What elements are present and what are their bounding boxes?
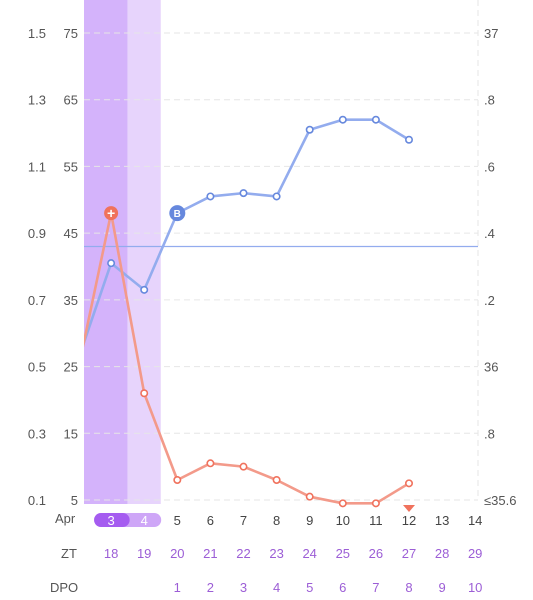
data-point[interactable] (107, 259, 116, 268)
dpo-value: 4 (273, 580, 280, 595)
right-tick: 36 (484, 360, 498, 375)
zt-value: 24 (302, 546, 316, 561)
left-outer-axis: 1.5 1.3 1.1 0.9 0.7 0.5 0.3 0.1 (28, 26, 46, 508)
baseline-marker[interactable] (169, 205, 186, 222)
left-inner-tick: 35 (64, 293, 78, 308)
data-point[interactable] (206, 192, 215, 201)
right-tick: .8 (484, 93, 495, 108)
zt-value: 22 (236, 546, 250, 561)
data-point[interactable] (272, 192, 281, 201)
dpo-value: 1 (174, 580, 181, 595)
right-tick: 37 (484, 26, 498, 41)
data-point[interactable] (404, 135, 413, 144)
data-point[interactable] (173, 475, 182, 484)
left-inner-tick: 55 (64, 159, 78, 174)
period-bands (84, 0, 161, 504)
left-outer-tick: 0.7 (28, 293, 46, 308)
data-point[interactable] (239, 462, 248, 471)
dpo-value: 9 (438, 580, 445, 595)
right-tick: .8 (484, 426, 495, 441)
left-inner-tick: 15 (64, 426, 78, 441)
dpo-row-label: DPO (50, 580, 78, 595)
data-point[interactable] (140, 389, 149, 398)
point-markers: + B (104, 115, 415, 512)
zt-value: 19 (137, 546, 151, 561)
period-band-day-4 (127, 0, 161, 504)
right-axis: 37 .8 .6 .4 .2 36 .8 ≤35.6 (484, 26, 516, 508)
grid-lines (84, 0, 479, 501)
zt-value: 20 (170, 546, 184, 561)
left-outer-tick: 0.9 (28, 226, 46, 241)
data-point[interactable] (305, 125, 314, 134)
peak-marker-label: + (107, 205, 115, 221)
zt-value: 29 (468, 546, 482, 561)
baseline-marker-label: B (174, 209, 181, 220)
left-inner-tick: 45 (64, 226, 78, 241)
peak-marker[interactable] (104, 206, 119, 221)
zt-value: 25 (336, 546, 350, 561)
day-label-13: 13 (435, 513, 449, 528)
data-point[interactable] (239, 189, 248, 198)
dpo-value: 7 (372, 580, 379, 595)
month-label: Apr (55, 511, 76, 526)
left-inner-tick: 65 (64, 93, 78, 108)
left-inner-tick: 25 (64, 360, 78, 375)
day-label-9: 9 (306, 513, 313, 528)
day-label-8: 8 (273, 513, 280, 528)
day-rows: AprZTDPO31841952016212722382349245102561… (50, 511, 482, 595)
data-point[interactable] (140, 285, 149, 294)
right-tick: ≤35.6 (484, 493, 516, 508)
dpo-value: 6 (339, 580, 346, 595)
data-point[interactable] (338, 499, 347, 508)
zt-value: 21 (203, 546, 217, 561)
day-label-12: 12 (402, 513, 416, 528)
day-label-6: 6 (207, 513, 214, 528)
left-outer-tick: 1.5 (28, 26, 46, 41)
zt-value: 26 (369, 546, 383, 561)
left-inner-tick: 5 (71, 493, 78, 508)
zt-value: 27 (402, 546, 416, 561)
day-label-3: 3 (107, 513, 114, 528)
left-outer-tick: 0.5 (28, 360, 46, 375)
right-tick: .6 (484, 159, 495, 174)
data-point[interactable] (371, 115, 380, 124)
data-point[interactable] (404, 479, 413, 488)
day-label-11: 11 (369, 513, 383, 528)
current-day-indicator (403, 505, 415, 512)
dpo-value: 8 (405, 580, 412, 595)
data-point[interactable] (338, 115, 347, 124)
zt-value: 28 (435, 546, 449, 561)
period-band-day-3 (84, 0, 128, 504)
left-outer-tick: 1.1 (28, 159, 46, 174)
left-outer-tick: 1.3 (28, 93, 46, 108)
left-outer-tick: 0.3 (28, 426, 46, 441)
zt-value: 23 (269, 546, 283, 561)
dpo-value: 2 (207, 580, 214, 595)
zt-row-label: ZT (61, 546, 77, 561)
dpo-value: 5 (306, 580, 313, 595)
right-tick: .4 (484, 226, 495, 241)
day-label-4: 4 (141, 513, 148, 528)
zt-value: 18 (104, 546, 118, 561)
day-label-10: 10 (336, 513, 350, 528)
left-outer-tick: 0.1 (28, 493, 46, 508)
data-point[interactable] (206, 459, 215, 468)
day-label-5: 5 (174, 513, 181, 528)
left-inner-tick: 75 (64, 26, 78, 41)
data-point[interactable] (305, 492, 314, 501)
period-badge-fill (94, 513, 130, 527)
right-tick: .2 (484, 293, 495, 308)
day-label-7: 7 (240, 513, 247, 528)
data-point[interactable] (272, 475, 281, 484)
dpo-value: 3 (240, 580, 247, 595)
left-inner-axis: 75 65 55 45 35 25 15 5 (64, 26, 78, 508)
dpo-value: 10 (468, 580, 482, 595)
day-label-14: 14 (468, 513, 482, 528)
data-point[interactable] (371, 499, 380, 508)
